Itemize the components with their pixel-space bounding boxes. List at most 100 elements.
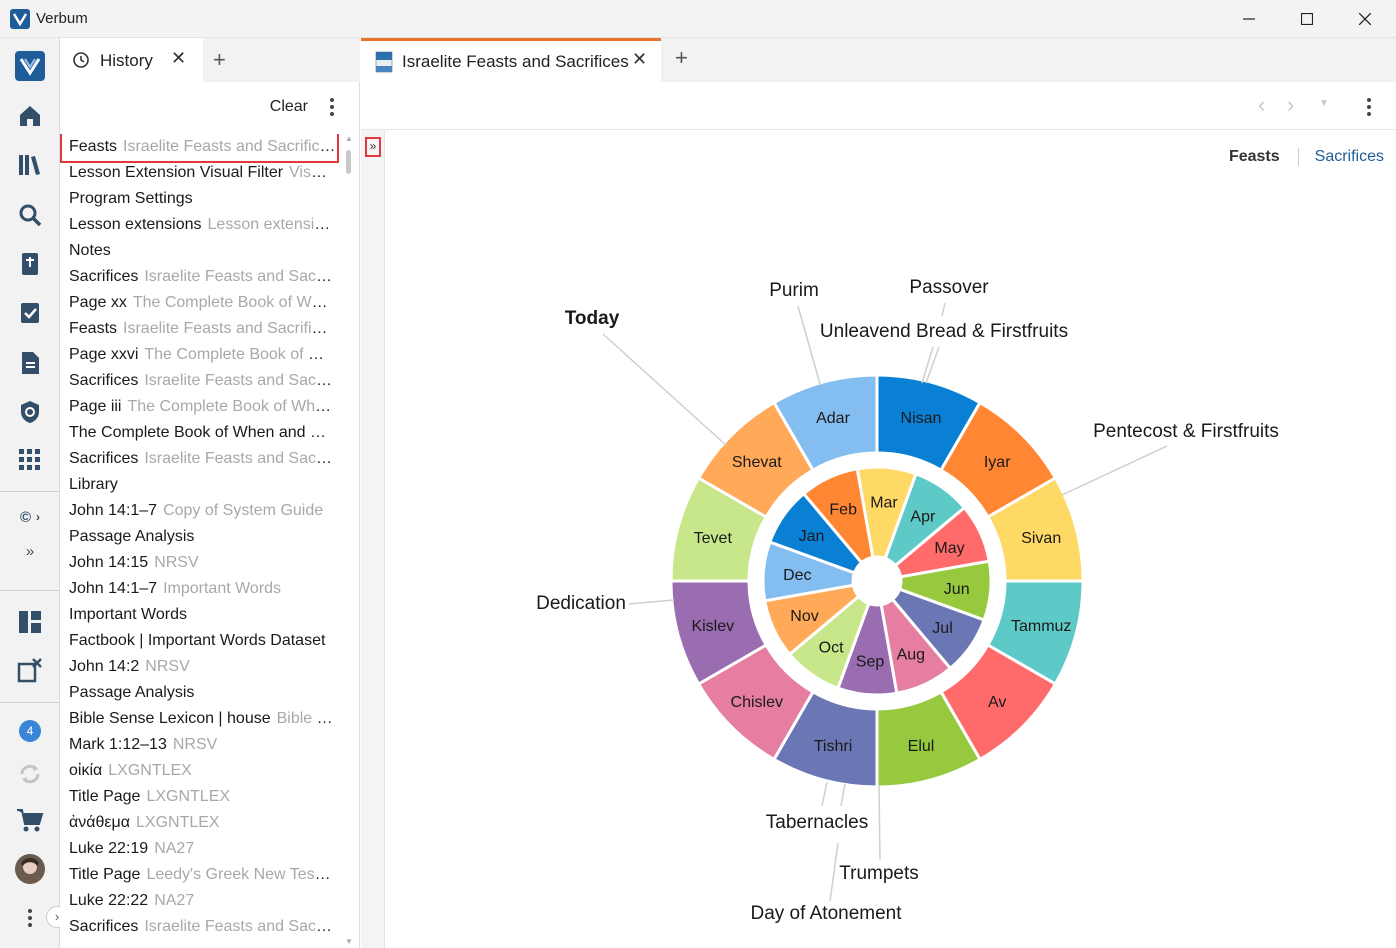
history-item-subtitle: Important Words: [163, 580, 282, 597]
history-add-tab-icon[interactable]: +: [213, 47, 226, 72]
history-item[interactable]: Sacrifices Israelite Feasts and Sacrifice…: [69, 368, 335, 394]
history-item[interactable]: John 14:1–7 Important Words: [69, 576, 335, 602]
annotation-leader-line: [628, 599, 675, 605]
copyright-icon[interactable]: © ›: [19, 508, 41, 526]
history-item-title: Title Page: [69, 788, 141, 805]
history-item-title: Lesson extensions: [69, 216, 202, 233]
history-item[interactable]: Luke 22:19 NA27: [69, 836, 335, 862]
main-tab-close-icon[interactable]: ✕: [632, 49, 648, 69]
history-item[interactable]: Sacrifices Israelite Feasts and Sacrifice…: [69, 264, 335, 290]
scroll-down-icon[interactable]: ▼: [345, 937, 353, 946]
history-item-title: Lesson Extension Visual Filter: [69, 164, 284, 181]
history-item[interactable]: Page xx The Complete Book of When and Whe…: [69, 290, 335, 316]
history-item[interactable]: Lesson extensions Lesson extensions: [69, 212, 335, 238]
history-item[interactable]: Feasts Israelite Feasts and Sacrifices: [60, 134, 339, 163]
sync-icon[interactable]: [14, 758, 46, 790]
outer_ring-label: Sivan: [1021, 530, 1061, 547]
history-item[interactable]: Lesson Extension Visual Filter Visual Fil…: [69, 160, 335, 186]
close-window-button[interactable]: [1336, 0, 1394, 38]
history-item[interactable]: Feasts Israelite Feasts and Sacrifices: [69, 316, 335, 342]
history-item[interactable]: Sacrifices Israelite Feasts and Sacrifice…: [69, 446, 335, 472]
history-item[interactable]: Passage Analysis: [69, 680, 335, 706]
inner_ring-label: Jan: [799, 528, 825, 545]
history-item[interactable]: ἀνάθεμα LXGNTLEX: [69, 810, 335, 836]
history-item[interactable]: Mark 1:12–13 NRSV: [69, 732, 335, 758]
history-item-subtitle: The Complete Book of When and Where: [132, 294, 335, 311]
history-item[interactable]: Notes: [69, 238, 335, 264]
outer_ring-label: Iyar: [984, 454, 1011, 471]
history-item[interactable]: John 14:1–7 Copy of System Guide: [69, 498, 335, 524]
verbum-home-logo-icon[interactable]: [14, 50, 46, 82]
avatar[interactable]: [14, 853, 46, 885]
history-item[interactable]: οἰκία LXGNTLEX: [69, 758, 335, 784]
feast-annotation[interactable]: Today: [565, 308, 620, 329]
feast-annotation[interactable]: Day of Atonement: [750, 903, 902, 924]
home-icon[interactable]: [14, 100, 46, 132]
close-panels-icon[interactable]: [14, 654, 46, 686]
history-item[interactable]: Factbook | Important Words Dataset: [69, 628, 335, 654]
document-icon[interactable]: [14, 347, 46, 379]
history-tab-close-icon[interactable]: ✕: [171, 48, 187, 68]
feast-annotation[interactable]: Tabernacles: [766, 812, 868, 833]
history-item[interactable]: The Complete Book of When and Where: [69, 420, 335, 446]
expand-sidebar-icon[interactable]: »: [25, 542, 35, 560]
history-item[interactable]: Bible Sense Lexicon | house Bible Sense L…: [69, 706, 335, 732]
main-add-tab-icon[interactable]: +: [675, 45, 688, 70]
feast-annotation[interactable]: Unleavend Bread & Firstfruits: [820, 321, 1068, 342]
outer_ring-segment-adar[interactable]: [771, 373, 879, 473]
feast-annotation[interactable]: Passover: [909, 277, 989, 298]
panel-menu-icon[interactable]: [1367, 98, 1371, 116]
history-item[interactable]: Passage Analysis: [69, 524, 335, 550]
layouts-icon[interactable]: [14, 606, 46, 638]
tab-feasts[interactable]: Feasts: [1229, 148, 1299, 166]
history-item[interactable]: Sacrifices Israelite Feasts and Sacrifice…: [69, 914, 335, 940]
feast-annotation[interactable]: Purim: [769, 280, 819, 301]
tab-israelite-feasts[interactable]: Israelite Feasts and Sacrifices ✕: [361, 38, 661, 82]
history-scroll-thumb[interactable]: [346, 150, 351, 174]
feast-annotation[interactable]: Trumpets: [839, 863, 919, 884]
history-dropdown-icon[interactable]: ▼: [1319, 98, 1329, 109]
library-icon[interactable]: [14, 149, 46, 181]
cart-icon[interactable]: [14, 804, 46, 836]
expand-toc-button[interactable]: »: [365, 137, 381, 157]
history-item[interactable]: Title Page Leedy's Greek New Testament: [69, 862, 335, 888]
search-icon[interactable]: [14, 199, 46, 231]
annotation-leader-line: [821, 781, 828, 807]
history-item[interactable]: Program Settings: [69, 186, 335, 212]
history-item[interactable]: Important Words: [69, 602, 335, 628]
inner_ring-label: May: [934, 540, 964, 557]
shield-icon[interactable]: [14, 396, 46, 428]
history-item[interactable]: John 14:15 NRSV: [69, 550, 335, 576]
inner_ring-segment-feb[interactable]: [801, 466, 875, 565]
clear-button[interactable]: Clear: [269, 98, 308, 115]
more-options-icon[interactable]: [14, 902, 46, 934]
history-item[interactable]: Luke 22:22 NA27: [69, 888, 335, 914]
back-arrow-icon[interactable]: ‹: [1258, 92, 1266, 117]
bible-icon[interactable]: [14, 248, 46, 280]
tab-sacrifices[interactable]: Sacrifices: [1314, 148, 1384, 165]
history-item[interactable]: Library: [69, 472, 335, 498]
history-item[interactable]: Title Page LXGNTLEX: [69, 784, 335, 810]
maximize-button[interactable]: [1278, 0, 1336, 38]
history-item-title: Library: [69, 476, 118, 493]
main-tabstrip: Israelite Feasts and Sacrifices ✕ +: [361, 38, 1396, 82]
forward-arrow-icon[interactable]: ›: [1287, 92, 1295, 117]
feast-annotation[interactable]: Pentecost & Firstfruits: [1093, 421, 1279, 442]
history-menu-icon[interactable]: [330, 98, 334, 116]
checklist-icon[interactable]: [14, 297, 46, 329]
history-item-subtitle: Israelite Feasts and Sacrifices: [144, 918, 335, 935]
history-item[interactable]: John 14:2 NRSV: [69, 654, 335, 680]
history-item[interactable]: Page iii The Complete Book of When and Wh…: [69, 394, 335, 420]
history-tabstrip: History ✕ +: [60, 38, 360, 82]
history-scrollbar[interactable]: ▲ ▼: [343, 134, 355, 946]
history-item[interactable]: Page xxvi The Complete Book of When and W…: [69, 342, 335, 368]
collapse-strip: »: [361, 130, 385, 948]
feast-annotation[interactable]: Dedication: [536, 593, 626, 614]
apps-grid-icon[interactable]: [14, 444, 46, 476]
inner_ring-label: Sep: [856, 654, 885, 671]
notification-badge[interactable]: 4: [14, 715, 46, 747]
scroll-up-icon[interactable]: ▲: [345, 134, 353, 143]
history-item-title: Notes: [69, 242, 111, 259]
tab-history[interactable]: History ✕: [60, 38, 203, 82]
minimize-button[interactable]: [1220, 0, 1278, 38]
